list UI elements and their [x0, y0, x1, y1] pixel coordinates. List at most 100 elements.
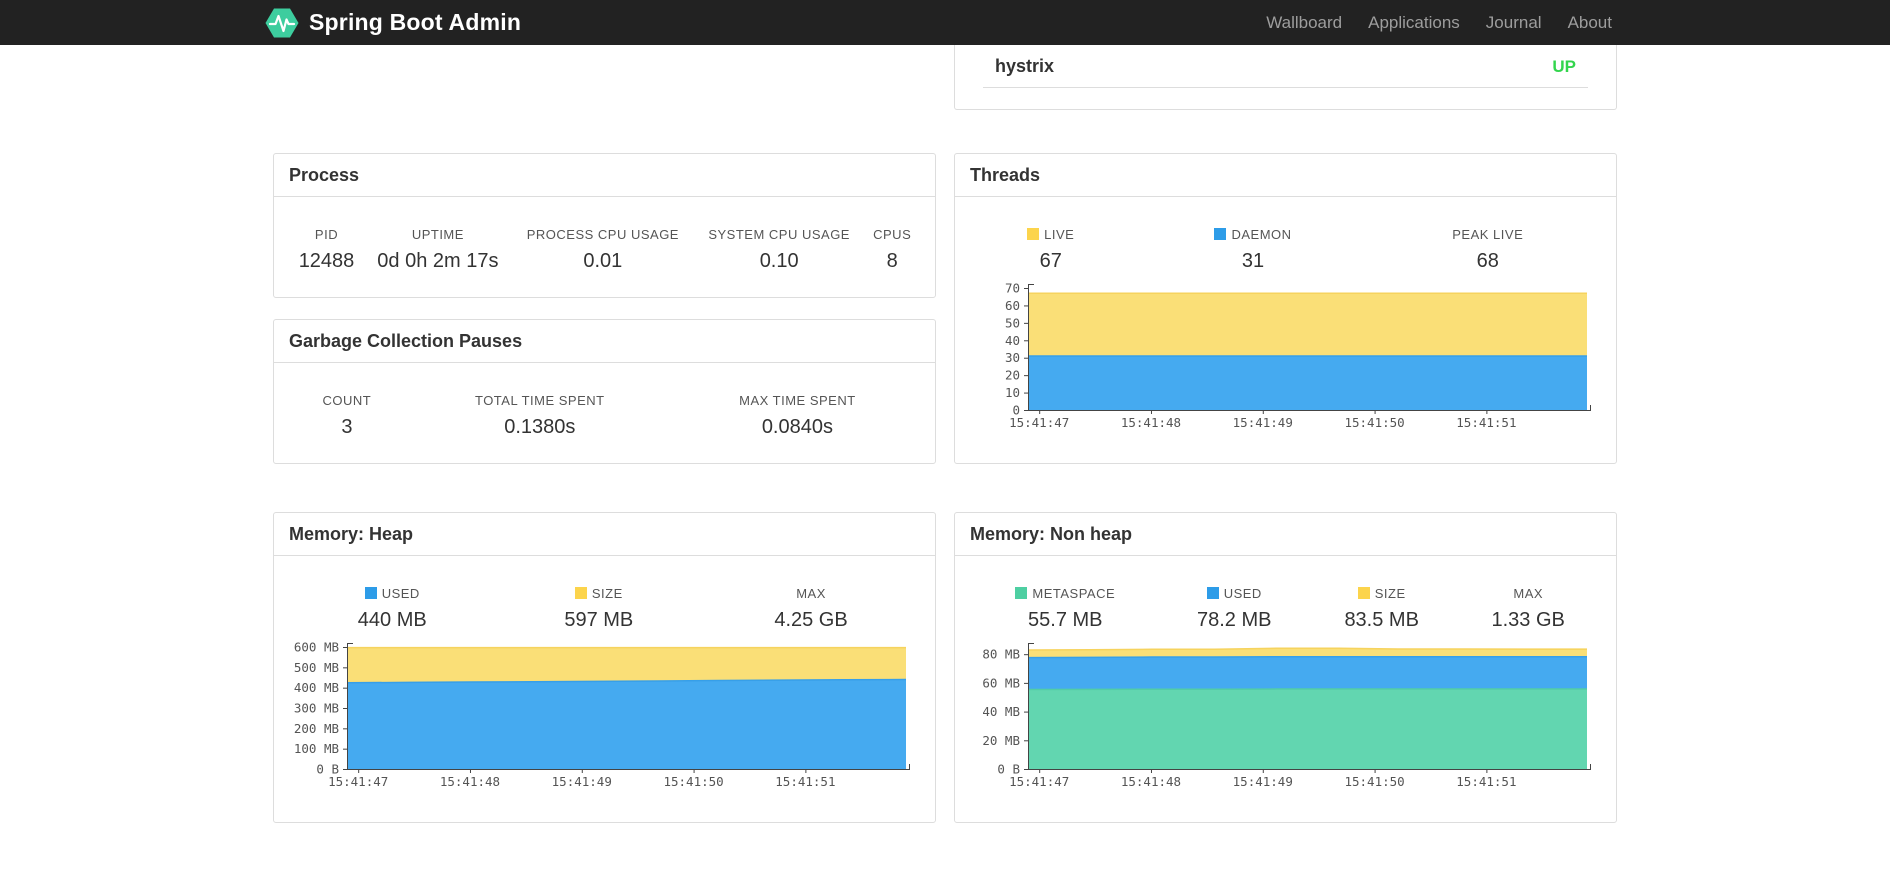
- svg-text:60: 60: [1005, 298, 1020, 313]
- threads-chart: 0 10 20 30 40 50 60 70 15:41:47 15:41:48 15:41:49 1…: [970, 283, 1601, 433]
- svg-text:15:41:47: 15:41:47: [328, 774, 388, 789]
- stat-label: TOTAL TIME SPENT: [474, 393, 605, 408]
- size-legend-swatch: [1357, 587, 1370, 599]
- svg-text:300 MB: 300 MB: [294, 701, 339, 716]
- stat-value: 67: [1039, 250, 1062, 272]
- stat-value: 1.33 GB: [1491, 609, 1565, 631]
- stat-label: SIZE: [496, 556, 703, 601]
- svg-text:15:41:49: 15:41:49: [552, 774, 612, 789]
- threads-stats-table: LIVE DAEMON PEAK LIVE 67 31 68: [970, 197, 1601, 273]
- svg-text:15:41:48: 15:41:48: [440, 774, 500, 789]
- process-stats-table: PID UPTIME PROCESS CPU USAGE SYSTEM CPU …: [289, 197, 920, 273]
- svg-text:30: 30: [1005, 350, 1020, 365]
- stat-label: METASPACE: [970, 556, 1161, 601]
- gc-pauses-card: Garbage Collection Pauses COUNT TOTAL TI…: [273, 319, 936, 464]
- application-row-hystrix[interactable]: hystrix UP: [983, 45, 1588, 88]
- stat-value: 8: [886, 250, 898, 272]
- svg-text:15:41:48: 15:41:48: [1121, 415, 1181, 430]
- stat-label: CPUS: [873, 227, 912, 242]
- threads-card: Threads LIVE DAEMON PEAK LIVE 67 31 68: [954, 153, 1617, 464]
- svg-text:50: 50: [1005, 315, 1020, 330]
- svg-text:70: 70: [1005, 283, 1020, 296]
- stat-label: USED: [1161, 556, 1308, 601]
- stat-value: 440 MB: [357, 609, 427, 631]
- live-legend-swatch: [1027, 228, 1040, 240]
- process-card: Process PID UPTIME PROCESS CPU USAGE SYS…: [273, 153, 936, 298]
- nonheap-stats-table: METASPACE USED SIZE MAX 55.7 MB 78.2 MB …: [970, 556, 1601, 632]
- svg-text:15:41:50: 15:41:50: [1344, 415, 1404, 430]
- navbar: Spring Boot Admin Wallboard Applications…: [0, 0, 1890, 45]
- application-status-card: hystrix UP: [954, 45, 1617, 110]
- stat-label: UPTIME: [411, 227, 464, 242]
- svg-text:80 MB: 80 MB: [982, 647, 1020, 662]
- nav-item-about[interactable]: About: [1567, 13, 1612, 32]
- main-nav: Wallboard Applications Journal About: [1253, 0, 1625, 45]
- stat-label: PEAK LIVE: [1452, 227, 1524, 242]
- svg-text:15:41:51: 15:41:51: [775, 774, 835, 789]
- svg-text:15:41:48: 15:41:48: [1121, 774, 1181, 789]
- stat-value: 0.01: [583, 250, 623, 272]
- stat-value: 0.10: [759, 250, 799, 272]
- svg-text:15:41:51: 15:41:51: [1456, 415, 1516, 430]
- svg-text:0: 0: [1012, 403, 1020, 418]
- gc-card-title: Garbage Collection Pauses: [274, 320, 935, 363]
- svg-text:15:41:50: 15:41:50: [663, 774, 723, 789]
- stat-value: 78.2 MB: [1197, 609, 1272, 631]
- stat-label: SYSTEM CPU USAGE: [708, 227, 850, 242]
- svg-text:400 MB: 400 MB: [294, 680, 339, 695]
- process-card-title: Process: [274, 154, 935, 197]
- stat-value: 68: [1476, 250, 1499, 272]
- svg-text:0 B: 0 B: [316, 762, 339, 777]
- daemon-legend-swatch: [1214, 228, 1227, 240]
- metaspace-legend-swatch: [1015, 587, 1028, 599]
- svg-text:15:41:49: 15:41:49: [1233, 774, 1293, 789]
- stat-value: 0d 0h 2m 17s: [377, 250, 499, 272]
- svg-text:15:41:49: 15:41:49: [1233, 415, 1293, 430]
- svg-text:600 MB: 600 MB: [294, 642, 339, 655]
- nav-item-wallboard[interactable]: Wallboard: [1266, 13, 1343, 32]
- nav-item-applications[interactable]: Applications: [1368, 13, 1460, 32]
- memory-heap-card-title: Memory: Heap: [274, 513, 935, 556]
- application-name: hystrix: [995, 56, 1055, 76]
- stat-label: COUNT: [322, 393, 372, 408]
- svg-text:10: 10: [1005, 385, 1020, 400]
- heartbeat-logo-icon: [265, 8, 299, 37]
- memory-nonheap-card-title: Memory: Non heap: [955, 513, 1616, 556]
- stat-value: 597 MB: [564, 609, 634, 631]
- gc-stats-table: COUNT TOTAL TIME SPENT MAX TIME SPENT 3 …: [289, 363, 920, 439]
- nav-item-journal[interactable]: Journal: [1485, 13, 1542, 32]
- stat-value: 12488: [298, 250, 355, 272]
- brand-title: Spring Boot Admin: [309, 9, 522, 35]
- stat-value: 0.1380s: [504, 416, 576, 438]
- svg-text:500 MB: 500 MB: [294, 660, 339, 675]
- stat-value: 0.0840s: [761, 416, 833, 438]
- svg-text:20 MB: 20 MB: [982, 733, 1020, 748]
- memory-nonheap-card: Memory: Non heap METASPACE USED SIZE MAX…: [954, 512, 1617, 823]
- stat-label: PID: [314, 227, 339, 242]
- svg-text:15:41:50: 15:41:50: [1344, 774, 1404, 789]
- stat-label: USED: [289, 556, 496, 601]
- size-legend-swatch: [574, 587, 587, 599]
- used-legend-swatch: [364, 587, 377, 599]
- stat-label: PROCESS CPU USAGE: [526, 227, 679, 242]
- stat-label: DAEMON: [1132, 197, 1375, 242]
- stat-value: 3: [341, 416, 353, 438]
- threads-card-title: Threads: [955, 154, 1616, 197]
- stat-value: 55.7 MB: [1028, 609, 1103, 631]
- stat-label: MAX: [796, 586, 826, 601]
- svg-text:40: 40: [1005, 333, 1020, 348]
- used-legend-swatch: [1206, 587, 1219, 599]
- heap-stats-table: USED SIZE MAX 440 MB 597 MB 4.25 GB: [289, 556, 920, 632]
- svg-text:20: 20: [1005, 368, 1020, 383]
- stat-label: LIVE: [970, 197, 1132, 242]
- stat-value: 4.25 GB: [774, 609, 848, 631]
- svg-text:60 MB: 60 MB: [982, 675, 1020, 690]
- memory-nonheap-chart: 0 B 20 MB 40 MB 60 MB 80 MB 15:41:47 15:41:48 1…: [970, 642, 1601, 792]
- memory-heap-chart: 0 B 100 MB 200 MB 300 MB 400 MB 500 MB 600 MB 1…: [289, 642, 920, 792]
- svg-text:40 MB: 40 MB: [982, 704, 1020, 719]
- brand[interactable]: Spring Boot Admin: [265, 6, 521, 40]
- svg-text:0 B: 0 B: [997, 762, 1020, 777]
- stat-label: MAX TIME SPENT: [739, 393, 856, 408]
- status-badge: UP: [1552, 56, 1576, 76]
- svg-text:200 MB: 200 MB: [294, 721, 339, 736]
